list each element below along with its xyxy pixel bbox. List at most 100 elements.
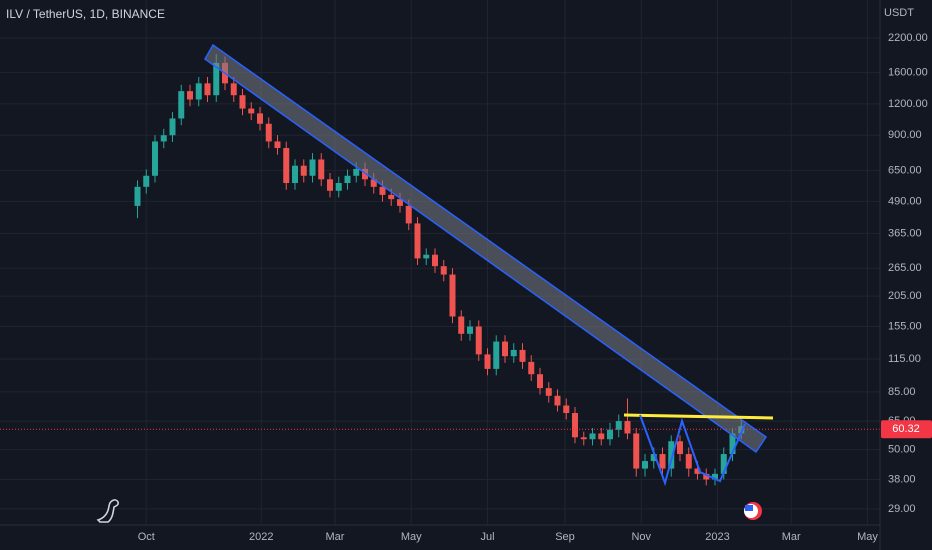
- candle-body: [467, 326, 473, 334]
- resistance-line[interactable]: [623, 413, 774, 420]
- x-tick-label: May: [857, 531, 878, 543]
- candle-body: [440, 266, 447, 275]
- candle-body: [720, 454, 727, 474]
- candle-body: [432, 254, 438, 267]
- pattern-zigzag[interactable]: [639, 414, 746, 487]
- candle-body: [423, 254, 430, 259]
- candle-body: [563, 405, 570, 414]
- candle-body: [694, 468, 701, 474]
- candle-body: [178, 91, 185, 119]
- candle-body: [729, 433, 736, 455]
- candle-body: [502, 341, 508, 357]
- y-tick-label: 365.00: [888, 227, 922, 239]
- candle-body: [642, 461, 648, 469]
- x-tick-label: Oct: [138, 531, 155, 543]
- x-tick-label: Mar: [326, 531, 345, 543]
- candle-body: [712, 473, 718, 480]
- candle-body: [283, 148, 290, 184]
- candle-body: [607, 429, 613, 440]
- candle-body: [300, 165, 307, 176]
- x-tick-label: 2023: [705, 531, 729, 543]
- candle-body: [650, 454, 657, 462]
- candle-body: [580, 437, 587, 440]
- candle-body: [353, 168, 360, 176]
- x-tick-label: 2022: [249, 531, 273, 543]
- trend-channel[interactable]: [204, 43, 768, 454]
- candle-body: [519, 349, 526, 362]
- last-price-tag: [881, 420, 932, 439]
- candle-body: [405, 205, 412, 224]
- candle-body: [624, 421, 631, 434]
- candle-body: [388, 194, 395, 200]
- x-tick-label: Sep: [555, 531, 575, 543]
- x-tick-label: Nov: [631, 531, 651, 543]
- candle-body: [318, 159, 325, 180]
- y-tick-label: 1600.00: [888, 67, 928, 79]
- y-tick-label: 29.00: [888, 503, 916, 515]
- candle-body: [257, 113, 263, 124]
- candle-body: [493, 341, 500, 369]
- y-tick-label: 155.00: [888, 320, 922, 332]
- y-tick-label: 38.00: [888, 473, 916, 485]
- candle-body: [449, 274, 456, 317]
- axis-unit: USDT: [884, 7, 914, 19]
- candle-body: [362, 168, 368, 180]
- candle-body: [633, 433, 640, 469]
- candle-body: [598, 433, 605, 440]
- candle-body: [292, 165, 298, 184]
- candle-body: [537, 374, 543, 389]
- candle-body: [397, 199, 403, 206]
- candle-body: [685, 454, 692, 469]
- candle-body: [195, 83, 202, 100]
- y-tick-label: 205.00: [888, 290, 922, 302]
- y-tick-label: 1200.00: [888, 98, 928, 110]
- drawing-layer: [204, 43, 774, 487]
- candle-body: [213, 62, 220, 96]
- candle-body: [668, 441, 675, 469]
- candle-body: [169, 118, 176, 136]
- y-tick-label: 490.00: [888, 195, 922, 207]
- candle-body: [143, 175, 150, 187]
- flag-icon[interactable]: [744, 502, 762, 520]
- candle-body: [344, 175, 351, 184]
- flag-canton: [745, 505, 753, 511]
- candle-body: [589, 433, 596, 440]
- candle-body: [327, 179, 333, 191]
- logo: [96, 499, 119, 523]
- logo-dino: [96, 499, 119, 523]
- candle-body: [204, 83, 211, 96]
- x-tick-label: May: [401, 531, 422, 543]
- candle-body: [239, 95, 246, 109]
- candle-body: [152, 141, 158, 176]
- chart-title: ILV / TetherUS, 1D, BINANCE: [6, 7, 165, 21]
- y-tick-label: 650.00: [888, 165, 922, 177]
- y-tick-label: 2200.00: [888, 32, 928, 44]
- candle-body: [484, 354, 491, 369]
- candle-body: [572, 413, 578, 438]
- candle-body: [248, 108, 255, 114]
- candle-body: [510, 349, 517, 357]
- y-tick-label: 265.00: [888, 262, 922, 274]
- last-price-label: 60.32: [892, 423, 920, 435]
- y-tick-label: 115.00: [888, 353, 921, 365]
- candle-body: [265, 123, 272, 142]
- candle-body: [335, 183, 342, 191]
- y-tick-label: 50.00: [888, 444, 916, 456]
- candle-body: [615, 421, 622, 430]
- y-tick-label: 85.00: [888, 386, 916, 398]
- candle-body: [160, 135, 167, 142]
- candle-body: [274, 141, 281, 149]
- candle-body: [309, 159, 316, 176]
- axis-layer: 29.0038.0050.0065.0085.00115.00155.00205…: [138, 32, 932, 543]
- candle-body: [554, 395, 561, 406]
- candle-body: [134, 186, 141, 206]
- candle-body: [379, 186, 386, 195]
- candle-body: [677, 441, 683, 455]
- candle-body: [545, 388, 552, 396]
- candle-body: [370, 179, 377, 187]
- candle-body: [659, 454, 666, 469]
- candle-body: [414, 223, 421, 259]
